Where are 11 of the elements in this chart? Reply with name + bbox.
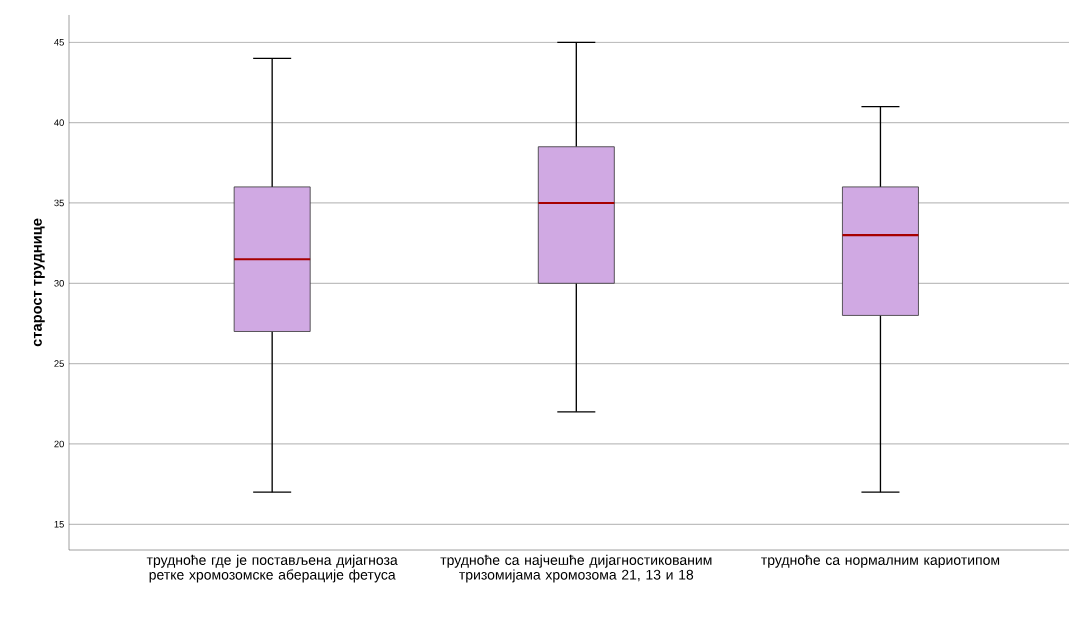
y-tick-label: 25: [54, 360, 64, 367]
y-tick-label: 40: [54, 119, 64, 126]
x-tick-label: трудноће где је постављена дијагноза ретке хромозомске аберације фетуса: [146, 554, 398, 583]
x-tick-label: трудноће са нормалним кариотипом: [761, 554, 1000, 568]
y-axis-title: старост труднице: [33, 218, 45, 347]
y-tick-label: 30: [54, 280, 64, 287]
y-tick-label: 15: [54, 521, 64, 528]
y-tick-label: 35: [54, 199, 64, 207]
y-tick-label: 45: [54, 39, 64, 46]
x-tick-label: трудноће са најчешће дијагностикованим тризомијама хромозома 21, 13 и 18: [440, 554, 712, 583]
y-tick-label: 20: [54, 440, 64, 448]
